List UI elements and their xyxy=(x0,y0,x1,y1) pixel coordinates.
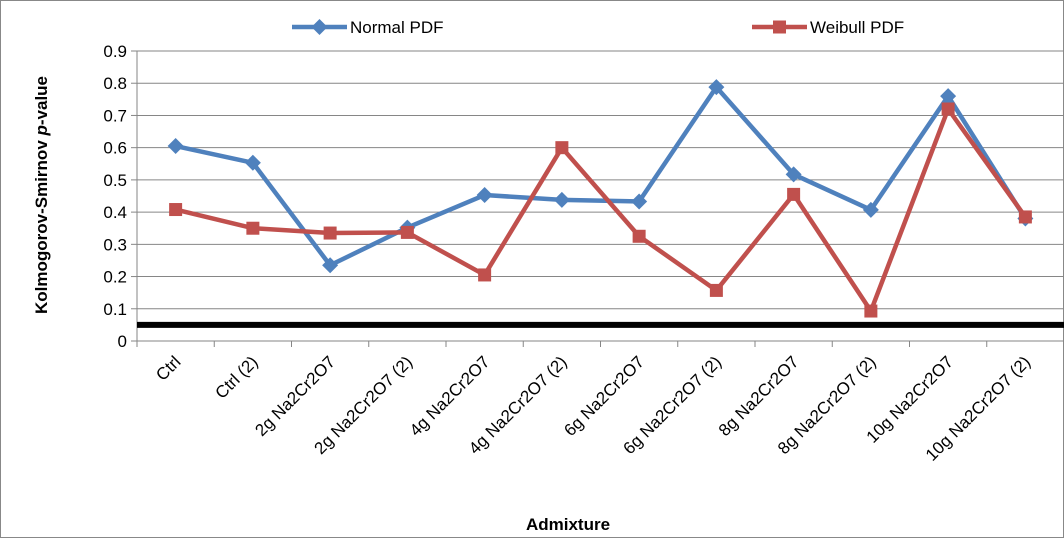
y-tick-label: 0.4 xyxy=(103,203,127,222)
series-1 xyxy=(167,79,1034,274)
data-point xyxy=(941,102,955,116)
data-point xyxy=(476,187,493,204)
y-tick-label: 0 xyxy=(118,332,127,351)
y-tick-label: 0.8 xyxy=(103,74,127,93)
legend-marker xyxy=(311,19,328,35)
data-point xyxy=(169,203,183,217)
data-point xyxy=(862,201,879,218)
data-point xyxy=(322,257,339,274)
data-point xyxy=(787,187,801,201)
legend-marker xyxy=(773,20,786,34)
data-point xyxy=(940,88,957,105)
data-point xyxy=(323,226,337,240)
series-line xyxy=(175,106,1028,314)
data-point xyxy=(555,141,569,155)
data-point xyxy=(631,193,648,210)
legend: Normal PDF Weibull PDF xyxy=(292,18,904,37)
grid xyxy=(131,50,1064,342)
data-point xyxy=(400,225,414,239)
legend-item: Weibull PDF xyxy=(752,18,904,37)
data-point xyxy=(708,79,725,96)
data-point xyxy=(1018,210,1032,224)
data-point xyxy=(246,221,260,235)
y-tick-label: 0.3 xyxy=(103,235,127,254)
y-tick-labels: 0 0.1 0.2 0.3 0.4 0.5 0.6 0.7 0.8 0.9 xyxy=(103,42,127,351)
y-tick-label: 0.5 xyxy=(103,171,127,190)
data-point xyxy=(478,268,492,282)
data-point xyxy=(167,138,184,155)
y-axis-title: Kolmogorov-Smirnov p-value xyxy=(32,76,51,314)
series-line xyxy=(175,84,1028,268)
x-axis-title: Admixture xyxy=(526,515,610,534)
data-point xyxy=(864,304,878,318)
series-layer xyxy=(167,79,1034,318)
data-point xyxy=(244,154,261,171)
data-point xyxy=(709,283,723,297)
series-2 xyxy=(169,102,1032,318)
data-point xyxy=(553,191,570,208)
data-point xyxy=(632,229,646,243)
y-tick-label: 0.6 xyxy=(103,139,127,158)
y-tick-label: 0.1 xyxy=(103,300,127,319)
legend-label: Normal PDF xyxy=(350,18,444,37)
legend-label: Weibull PDF xyxy=(810,18,904,37)
legend-item: Normal PDF xyxy=(292,18,444,37)
y-tick-label: 0.2 xyxy=(103,268,127,287)
y-tick-label: 0.7 xyxy=(103,106,127,125)
y-tick-label: 0.9 xyxy=(103,42,127,61)
data-point xyxy=(785,166,802,183)
axes xyxy=(136,51,1064,347)
